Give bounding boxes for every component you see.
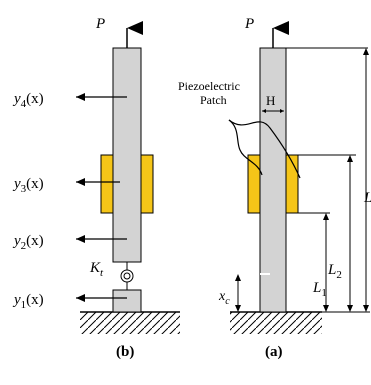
dim-total-label: L xyxy=(363,190,371,206)
load-label-b: P xyxy=(95,16,105,32)
figure-b: P y4(x) y3(x) y2(x) y1(x) Kt (b) xyxy=(12,16,180,360)
dim-l2-label: L2 xyxy=(327,262,342,281)
patch-left-a xyxy=(247,154,261,214)
patch-left-b xyxy=(100,154,114,214)
patch-right-b xyxy=(140,154,154,214)
dim-l1-label: L1 xyxy=(312,280,327,299)
patch-label-line2: Patch xyxy=(200,93,227,107)
beam-upper-segment-b xyxy=(112,47,142,263)
ground-a xyxy=(230,312,322,334)
beam-a xyxy=(259,47,287,313)
patch-right-a xyxy=(285,154,299,214)
deflection-label-y4: y4(x) xyxy=(12,91,44,110)
load-label-a: P xyxy=(244,16,254,32)
caption-a: (a) xyxy=(265,344,283,360)
lead-wire-2 xyxy=(228,119,301,179)
deflection-label-y1: y1(x) xyxy=(12,292,44,311)
deflection-label-y3: y3(x) xyxy=(12,176,44,195)
patch-label-line1: Piezoelectric xyxy=(178,79,240,93)
spring-label-b: Kt xyxy=(89,260,104,279)
thickness-label: H xyxy=(266,93,275,108)
crack-label: xc xyxy=(218,289,230,307)
deflection-label-y2: y2(x) xyxy=(12,233,44,252)
beam-lower-segment-b xyxy=(112,289,142,313)
lead-wire-1 xyxy=(228,119,263,176)
ground-b xyxy=(80,312,180,334)
figure-a: P H Piezoelectric Patch L L2 L1 xc (a) xyxy=(178,16,371,360)
rotational-spring-b xyxy=(120,262,134,290)
caption-b: (b) xyxy=(116,344,134,360)
